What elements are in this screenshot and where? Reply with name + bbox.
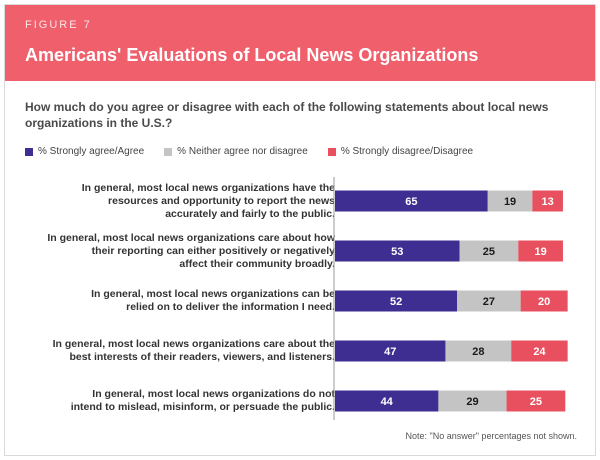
- figure-frame: FIGURE 7 Americans' Evaluations of Local…: [4, 4, 596, 456]
- category-label-line: In general, most local news organization…: [52, 338, 335, 350]
- bar-disagree: [518, 240, 563, 262]
- category-label-line: In general, most local news organization…: [91, 288, 335, 300]
- data-label-neither: 27: [483, 296, 495, 308]
- data-label-agree: 47: [384, 346, 396, 358]
- legend-label-disagree: % Strongly disagree/Disagree: [340, 146, 474, 157]
- category-label-line: their reporting can either positively or…: [91, 244, 335, 257]
- bar-disagree: [532, 190, 563, 212]
- bar-agree: [335, 390, 439, 412]
- bar-agree: [335, 290, 458, 312]
- data-label-disagree: 20: [538, 296, 550, 308]
- chart-note: Note: "No answer" percentages not shown.: [405, 431, 577, 441]
- category-label-line: resources and opportunity to report the …: [108, 194, 335, 207]
- data-label-agree: 65: [405, 196, 417, 208]
- bar-disagree: [520, 290, 568, 312]
- data-label-neither: 19: [504, 196, 516, 208]
- figure-title: Americans' Evaluations of Local News Org…: [25, 45, 479, 65]
- category-label-line: In general, most local news organization…: [92, 388, 335, 400]
- bar-disagree: [506, 390, 566, 412]
- data-label-disagree: 24: [533, 346, 546, 358]
- data-label-agree: 52: [390, 296, 402, 308]
- bar-neither: [487, 190, 533, 212]
- figure-label: FIGURE 7: [25, 19, 92, 31]
- category-label-line: accurately and fairly to the public.: [165, 207, 335, 220]
- data-label-disagree: 25: [530, 396, 542, 408]
- legend-swatch-disagree: [327, 147, 336, 156]
- legend-swatch-neither: [164, 147, 173, 156]
- category-label-line: affect their community broadly.: [179, 257, 335, 270]
- data-label-agree: 53: [391, 246, 403, 258]
- legend-label-agree: % Strongly agree/Agree: [38, 146, 145, 157]
- data-label-disagree: 19: [535, 246, 547, 258]
- category-label-line: In general, most local news organization…: [47, 231, 335, 244]
- category-label: In general, most local news organization…: [45, 288, 335, 314]
- data-label-neither: 28: [472, 346, 484, 358]
- bar-neither: [457, 290, 521, 312]
- data-label-neither: 25: [483, 246, 495, 258]
- category-label: In general, most local news organization…: [45, 232, 335, 271]
- category-label: In general, most local news organization…: [45, 338, 335, 364]
- legend-item-disagree: % Strongly disagree/Disagree: [327, 146, 474, 157]
- legend-label-neither: % Neither agree nor disagree: [177, 146, 308, 157]
- data-label-agree: 44: [381, 396, 394, 408]
- bar-disagree: [511, 340, 568, 362]
- bar-agree: [335, 190, 488, 212]
- survey-question: How much do you agree or disagree with e…: [25, 100, 549, 130]
- category-label-line: best interests of their readers, viewers…: [69, 351, 335, 363]
- legend-item-neither: % Neither agree nor disagree: [164, 146, 308, 157]
- bar-neither: [459, 240, 519, 262]
- chart-legend: % Strongly agree/Agree % Neither agree n…: [25, 146, 473, 157]
- category-label-line: relied on to deliver the information I n…: [126, 301, 335, 313]
- category-label: In general, most local news organization…: [45, 388, 335, 414]
- bar-agree: [335, 240, 460, 262]
- category-label: In general, most local news organization…: [45, 182, 335, 221]
- data-label-disagree: 13: [542, 196, 554, 208]
- legend-swatch-agree: [25, 147, 33, 156]
- bar-agree: [335, 340, 446, 362]
- legend-item-agree: % Strongly agree/Agree: [25, 146, 144, 157]
- category-label-line: In general, most local news organization…: [81, 181, 335, 194]
- category-label-line: intend to mislead, misinform, or persuad…: [70, 401, 335, 413]
- data-label-neither: 29: [466, 396, 478, 408]
- stacked-bar-chart: 65 19 13 53 25 19 52 27 20 47 28 24 44 29 25: [333, 177, 568, 420]
- figure-header: FIGURE 7 Americans' Evaluations of Local…: [5, 5, 595, 81]
- bar-neither: [438, 390, 507, 412]
- bar-neither: [445, 340, 512, 362]
